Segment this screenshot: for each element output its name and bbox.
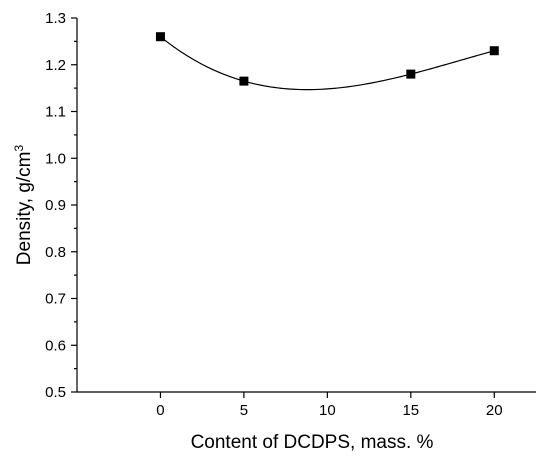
y-axis-ticks: 0.5 0.6 0.7 0.8 0.9 1.0 1.1 1.2 1.3 [45, 10, 77, 401]
y-axis-label-superscript: 3 [12, 145, 26, 152]
data-point-marker [155, 32, 165, 42]
x-tick-label: 10 [319, 402, 336, 419]
x-axis-label: Content of DCDPS, mass. % [191, 432, 434, 453]
y-tick-label: 0.8 [45, 244, 66, 261]
data-point-marker [239, 76, 249, 86]
x-tick-label: 0 [156, 402, 164, 419]
x-tick-label: 5 [240, 402, 248, 419]
x-axis-ticks: 0 5 10 15 20 [156, 392, 503, 419]
y-tick-label: 0.9 [45, 197, 66, 214]
y-tick-label: 1.2 [45, 57, 66, 74]
x-tick-label: 15 [402, 402, 419, 419]
fit-curve [160, 36, 495, 91]
y-axis-label: Density, g/cm3 [12, 145, 35, 266]
y-tick-label: 1.1 [45, 104, 66, 121]
axes [76, 18, 536, 393]
x-tick-label: 20 [486, 402, 503, 419]
data-point-marker [406, 69, 416, 79]
y-axis-label-main: Density, g/cm [14, 152, 35, 266]
y-tick-label: 1.3 [45, 10, 66, 27]
plot-frame-left-bottom [76, 18, 536, 393]
y-tick-label: 0.5 [45, 384, 66, 401]
y-tick-label: 0.6 [45, 337, 66, 354]
data-point-marker [489, 46, 499, 56]
y-tick-label: 0.7 [45, 291, 66, 308]
y-tick-label: 1.0 [45, 150, 66, 167]
data-markers [155, 32, 499, 86]
